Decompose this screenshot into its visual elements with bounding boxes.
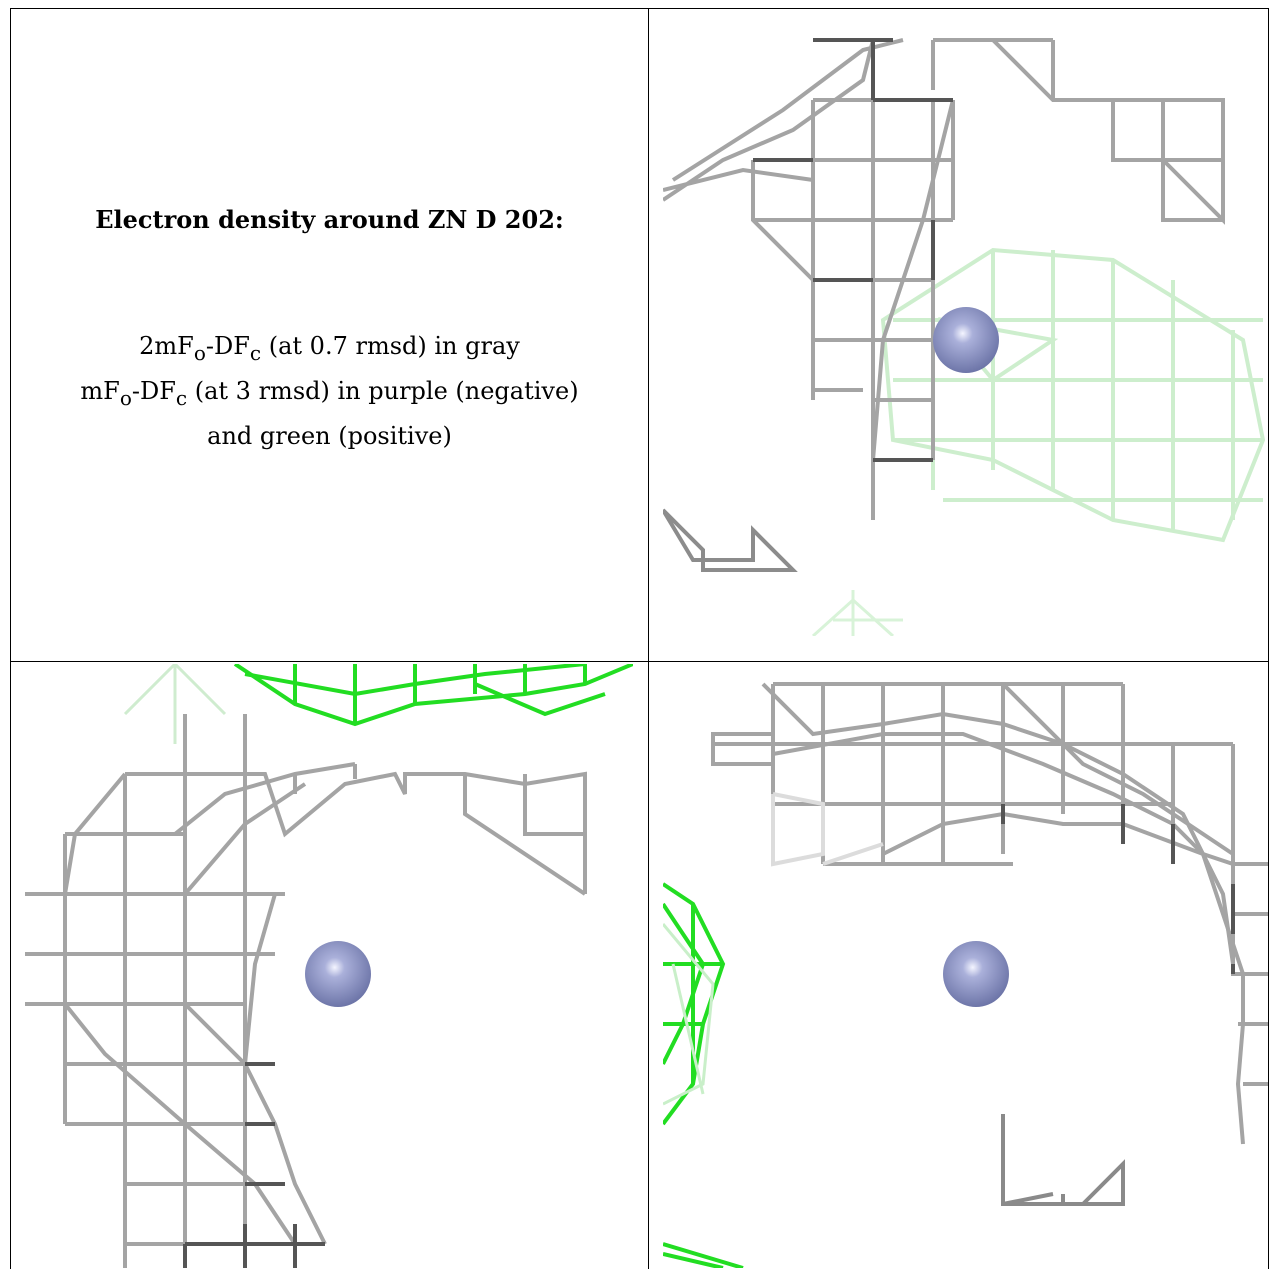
dark-mesh-edges xyxy=(753,38,953,462)
legend-text: (at 3 rmsd) in purple (negative) xyxy=(187,376,579,405)
density-view-top-right xyxy=(663,20,1265,636)
dark-mesh-edges xyxy=(1001,804,1235,974)
legend-subscript: o xyxy=(119,385,132,410)
rule-right xyxy=(1268,8,1269,1269)
zinc-atom-sphere xyxy=(943,941,1009,1007)
green-density-mesh-faint xyxy=(663,923,715,1106)
legend-line-gray: 2mFo-DFc (at 0.7 rmsd) in gray xyxy=(11,327,648,372)
legend-text: (at 0.7 rmsd) in gray xyxy=(261,332,520,360)
gray-density-mesh xyxy=(25,714,587,1268)
zinc-atom-sphere xyxy=(305,941,371,1007)
density-view-bottom-left xyxy=(25,664,633,1268)
caption-cell: Electron density around ZN D 202: 2mFo-D… xyxy=(11,9,648,661)
legend-line-difference: mFo-DFc (at 3 rmsd) in purple (negative) xyxy=(11,372,648,417)
mesh-render xyxy=(663,682,1268,1268)
legend-term: mF xyxy=(80,376,120,405)
mesh-render xyxy=(25,664,633,1268)
caption-legend: 2mFo-DFc (at 0.7 rmsd) in gray mFo-DFc (… xyxy=(11,327,648,455)
rule-top xyxy=(10,8,1269,9)
legend-subscript: c xyxy=(175,385,188,410)
gray-density-mesh-fragment xyxy=(1001,1114,1125,1206)
mesh-render xyxy=(663,38,1265,636)
legend-subscript: o xyxy=(193,340,206,365)
gray-density-mesh-faded xyxy=(771,792,884,867)
rule-left xyxy=(10,8,11,1269)
legend-term: -DF xyxy=(131,376,176,405)
legend-line-colors: and green (positive) xyxy=(207,421,452,450)
dark-mesh-edges xyxy=(183,1062,325,1268)
legend-term: 2mF xyxy=(139,332,194,360)
gray-density-mesh-fragment xyxy=(663,508,798,572)
zinc-atom-sphere xyxy=(933,307,999,373)
caption-title: Electron density around ZN D 202: xyxy=(95,205,564,234)
rule-middle-vertical xyxy=(648,8,649,1269)
figure-frame: Electron density around ZN D 202: 2mFo-D… xyxy=(10,8,1269,1269)
gray-density-mesh xyxy=(663,38,1225,520)
rule-middle-horizontal xyxy=(10,661,1269,662)
density-view-bottom-right xyxy=(663,664,1268,1268)
gray-density-mesh xyxy=(711,682,1268,1145)
legend-subscript: c xyxy=(249,340,262,365)
legend-term: -DF xyxy=(205,332,250,360)
green-density-mesh-fragment xyxy=(811,590,903,636)
green-density-mesh-faint xyxy=(123,664,227,744)
green-density-mesh xyxy=(233,664,633,727)
green-density-mesh xyxy=(880,247,1265,543)
